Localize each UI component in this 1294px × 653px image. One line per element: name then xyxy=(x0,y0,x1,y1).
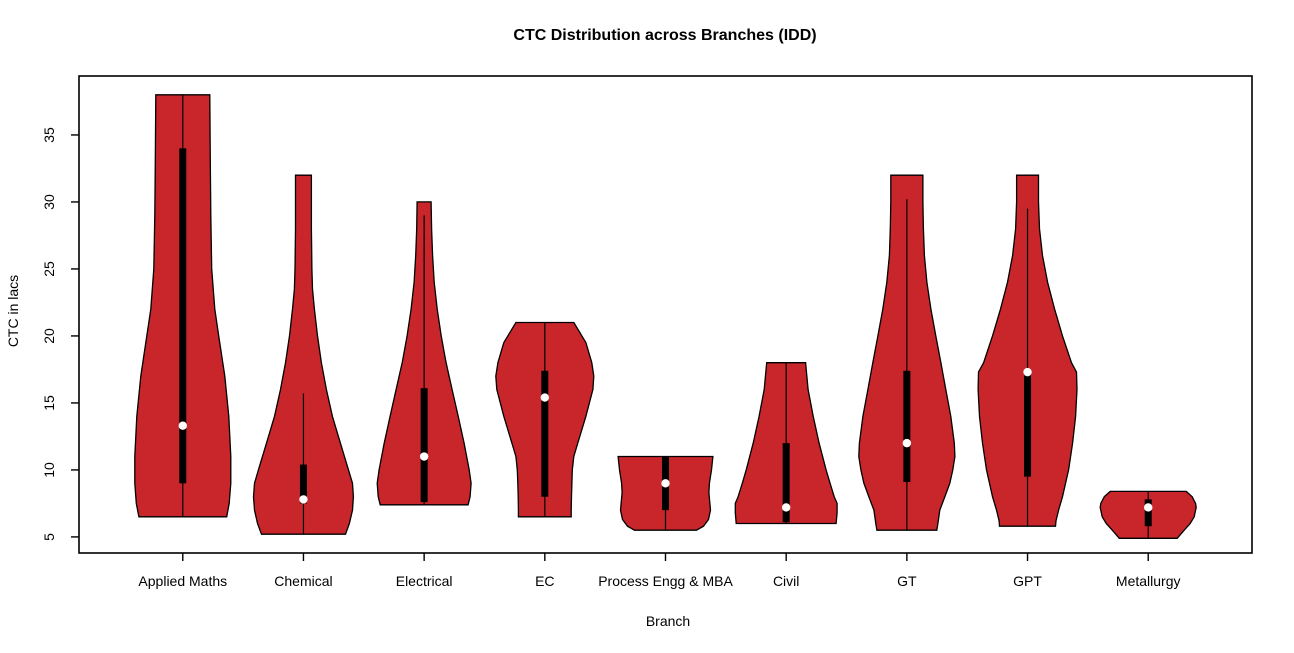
chart-title: CTC Distribution across Branches (IDD) xyxy=(513,27,817,44)
violin-ec xyxy=(495,321,595,518)
iqr-box xyxy=(420,388,428,503)
median-dot xyxy=(781,503,791,512)
y-tick-label: 10 xyxy=(41,462,57,478)
y-tick-label: 35 xyxy=(41,127,57,143)
x-tick-label: Electrical xyxy=(396,573,453,589)
violin-process-engg-mba xyxy=(617,455,714,531)
x-tick-label: EC xyxy=(535,573,554,589)
violin-shape xyxy=(252,174,355,535)
x-tick-label: Process Engg & MBA xyxy=(598,573,733,589)
median-dot xyxy=(902,438,912,448)
x-tick-label: Metallurgy xyxy=(1116,573,1181,589)
median-dot xyxy=(299,495,308,504)
median-dot xyxy=(1023,367,1032,377)
x-tick-label: Civil xyxy=(773,573,799,589)
median-dot xyxy=(661,479,670,488)
iqr-box xyxy=(782,443,790,523)
iqr-box xyxy=(299,464,307,504)
y-tick-label: 15 xyxy=(41,395,57,411)
violin-gpt xyxy=(977,174,1078,527)
violin-civil xyxy=(734,362,838,525)
y-tick-label: 5 xyxy=(41,533,57,541)
x-tick-label: GT xyxy=(897,573,917,589)
violin-chemical xyxy=(252,174,355,535)
x-tick-label: Applied Maths xyxy=(138,573,227,589)
iqr-box xyxy=(541,370,549,497)
x-axis-label: Branch xyxy=(645,613,691,629)
iqr-box xyxy=(1024,372,1032,477)
y-tick-label: 30 xyxy=(41,194,57,210)
y-tick-label: 25 xyxy=(41,261,57,277)
iqr-box xyxy=(1144,499,1152,527)
iqr-box xyxy=(903,370,911,482)
violin-gt xyxy=(858,174,956,531)
violin-metallurgy xyxy=(1099,490,1197,539)
y-axis-label: CTC in lacs xyxy=(5,274,21,348)
median-dot xyxy=(1144,503,1153,512)
violin-applied-maths xyxy=(134,94,232,518)
median-dot xyxy=(419,452,429,461)
y-tick-label: 20 xyxy=(41,328,57,344)
iqr-box xyxy=(179,148,187,484)
median-dot xyxy=(178,421,187,430)
violin-electrical xyxy=(376,201,472,506)
x-tick-label: Chemical xyxy=(274,573,332,589)
x-tick-label: GPT xyxy=(1013,573,1042,589)
median-dot xyxy=(540,393,550,402)
